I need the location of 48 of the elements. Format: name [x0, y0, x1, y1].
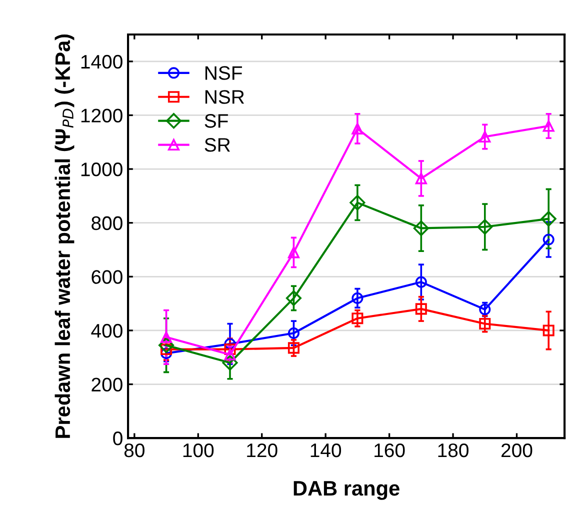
- point: [224, 344, 236, 356]
- point: [288, 327, 300, 339]
- y-axis-title: Predawn leaf water potential (Ψ$_{PD}$) (-KPa): [54, 34, 74, 438]
- point: [222, 354, 238, 371]
- y-tick-label: 1000: [81, 162, 122, 176]
- point: [352, 312, 364, 324]
- x-tick-label: 140: [310, 443, 342, 458]
- point: [352, 122, 364, 134]
- y-tick-label: 1400: [81, 54, 122, 69]
- point: [477, 219, 493, 235]
- point: [224, 338, 236, 350]
- x-tick-label: 120: [247, 443, 278, 458]
- point: [350, 194, 366, 210]
- x-tick-label: 160: [374, 443, 405, 458]
- point: [479, 318, 491, 330]
- y-tick-label: 0: [113, 432, 122, 446]
- y-tick-label: 600: [92, 270, 122, 284]
- legend-label: SF: [204, 114, 228, 128]
- point: [542, 120, 554, 132]
- point: [160, 348, 172, 360]
- x-tick-label: 200: [502, 443, 532, 458]
- point: [160, 331, 172, 343]
- point: [158, 337, 174, 354]
- legend-label: NSF: [205, 66, 242, 80]
- point: [352, 292, 364, 304]
- point: [415, 276, 427, 288]
- point: [288, 342, 300, 354]
- y-tick-label: 400: [91, 324, 122, 338]
- y-tick-label: 1200: [81, 108, 122, 122]
- y-tick-label: 200: [92, 378, 122, 392]
- point: [542, 324, 554, 336]
- x-tick-label: 100: [183, 443, 214, 458]
- point: [288, 246, 300, 258]
- x-axis-title: DAB range: [294, 481, 400, 500]
- y-tick-label: 800: [92, 216, 122, 230]
- point: [286, 290, 302, 306]
- point: [413, 220, 429, 236]
- x-tick-label: 80: [124, 443, 144, 458]
- point: [542, 234, 554, 246]
- point: [479, 130, 491, 143]
- legend-label: NSR: [205, 90, 244, 104]
- legend-label: SR: [204, 138, 230, 152]
- point: [415, 172, 427, 184]
- point: [224, 348, 236, 360]
- point: [479, 304, 491, 316]
- point: [415, 303, 427, 315]
- point: [540, 211, 556, 227]
- x-tick-label: 180: [438, 443, 468, 458]
